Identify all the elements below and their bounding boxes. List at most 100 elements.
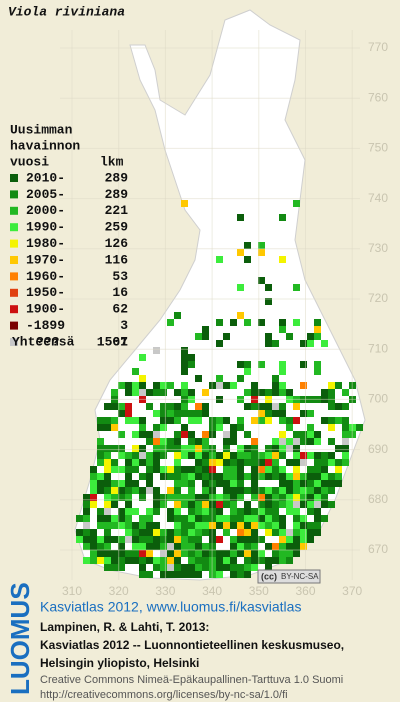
occurrence-cell (160, 501, 167, 508)
occurrence-cell (188, 361, 195, 368)
occurrence-cell (258, 522, 265, 529)
occurrence-cell (202, 508, 209, 515)
legend-count: 116 (105, 252, 129, 267)
occurrence-cell (118, 515, 125, 522)
occurrence-cell (342, 417, 349, 424)
occurrence-cell (237, 473, 244, 480)
occurrence-cell (202, 564, 209, 571)
occurrence-cell (314, 473, 321, 480)
occurrence-cell (188, 452, 195, 459)
occurrence-cell (216, 319, 223, 326)
occurrence-cell (237, 284, 244, 291)
occurrence-cell (265, 466, 272, 473)
occurrence-cell (160, 424, 167, 431)
occurrence-cell (174, 494, 181, 501)
atlas-link[interactable]: Kasviatlas 2012, www.luomus.fi/kasviatla… (40, 599, 301, 615)
occurrence-cell (90, 501, 97, 508)
occurrence-cell (307, 494, 314, 501)
occurrence-cell (223, 480, 230, 487)
occurrence-cell (97, 452, 104, 459)
occurrence-cell (104, 529, 111, 536)
occurrence-cell (300, 543, 307, 550)
legend-label: 1970- (26, 252, 65, 267)
occurrence-cell (153, 424, 160, 431)
occurrence-cell (314, 368, 321, 375)
occurrence-cell (139, 529, 146, 536)
occurrence-cell (265, 508, 272, 515)
occurrence-cell (293, 459, 300, 466)
occurrence-cell (104, 564, 111, 571)
occurrence-cell (279, 452, 286, 459)
occurrence-cell (286, 389, 293, 396)
occurrence-cell (195, 571, 202, 578)
occurrence-cell (300, 382, 307, 389)
occurrence-cell (153, 501, 160, 508)
occurrence-cell (139, 431, 146, 438)
occurrence-cell (216, 382, 223, 389)
occurrence-cell (244, 564, 251, 571)
occurrence-cell (244, 557, 251, 564)
occurrence-cell (272, 445, 279, 452)
occurrence-cell (251, 564, 258, 571)
y-tick-label: 690 (368, 442, 388, 456)
occurrence-cell (202, 543, 209, 550)
occurrence-cell (125, 501, 132, 508)
occurrence-cell (153, 459, 160, 466)
occurrence-cell (174, 550, 181, 557)
occurrence-cell (111, 487, 118, 494)
occurrence-cell (244, 242, 251, 249)
occurrence-cell (174, 529, 181, 536)
occurrence-cell (279, 501, 286, 508)
occurrence-cell (293, 284, 300, 291)
occurrence-cell (104, 508, 111, 515)
occurrence-cell (342, 403, 349, 410)
occurrence-cell (181, 452, 188, 459)
occurrence-cell (307, 452, 314, 459)
occurrence-cell (153, 536, 160, 543)
occurrence-cell (300, 340, 307, 347)
occurrence-cell (181, 522, 188, 529)
occurrence-cell (167, 550, 174, 557)
occurrence-cell (125, 515, 132, 522)
occurrence-cell (237, 543, 244, 550)
occurrence-cell (104, 445, 111, 452)
occurrence-cell (307, 340, 314, 347)
y-tick-label: 760 (368, 90, 388, 104)
occurrence-cell (244, 319, 251, 326)
occurrence-cell (272, 473, 279, 480)
occurrence-cell (314, 529, 321, 536)
occurrence-cell (188, 431, 195, 438)
occurrence-cell (167, 438, 174, 445)
occurrence-cell (188, 445, 195, 452)
occurrence-cell (76, 515, 83, 522)
occurrence-cell (307, 410, 314, 417)
occurrence-cell (237, 424, 244, 431)
legend-header: Uusimman (10, 122, 73, 137)
occurrence-cell (237, 214, 244, 221)
occurrence-cell (293, 480, 300, 487)
occurrence-cell (272, 466, 279, 473)
occurrence-cell (335, 459, 342, 466)
occurrence-cell (321, 340, 328, 347)
occurrence-cell (125, 473, 132, 480)
occurrence-cell (174, 501, 181, 508)
occurrence-cell (321, 459, 328, 466)
occurrence-cell (223, 473, 230, 480)
license-url[interactable]: http://creativecommons.org/licenses/by-n… (40, 689, 288, 701)
license-text: Creative Commons Nimeä-Epäkaupallinen-Ta… (40, 674, 343, 686)
occurrence-cell (174, 410, 181, 417)
occurrence-cell (139, 515, 146, 522)
occurrence-cell (258, 389, 265, 396)
occurrence-cell (286, 543, 293, 550)
citation: Lampinen, R. & Lahti, T. 2013: (40, 620, 209, 634)
occurrence-cell (167, 417, 174, 424)
occurrence-cell (223, 501, 230, 508)
occurrence-cell (223, 459, 230, 466)
occurrence-cell (167, 515, 174, 522)
y-tick-label: 770 (368, 40, 388, 54)
occurrence-cell (118, 431, 125, 438)
occurrence-cell (335, 403, 342, 410)
occurrence-cell (146, 508, 153, 515)
occurrence-cell (111, 389, 118, 396)
occurrence-cell (125, 508, 132, 515)
